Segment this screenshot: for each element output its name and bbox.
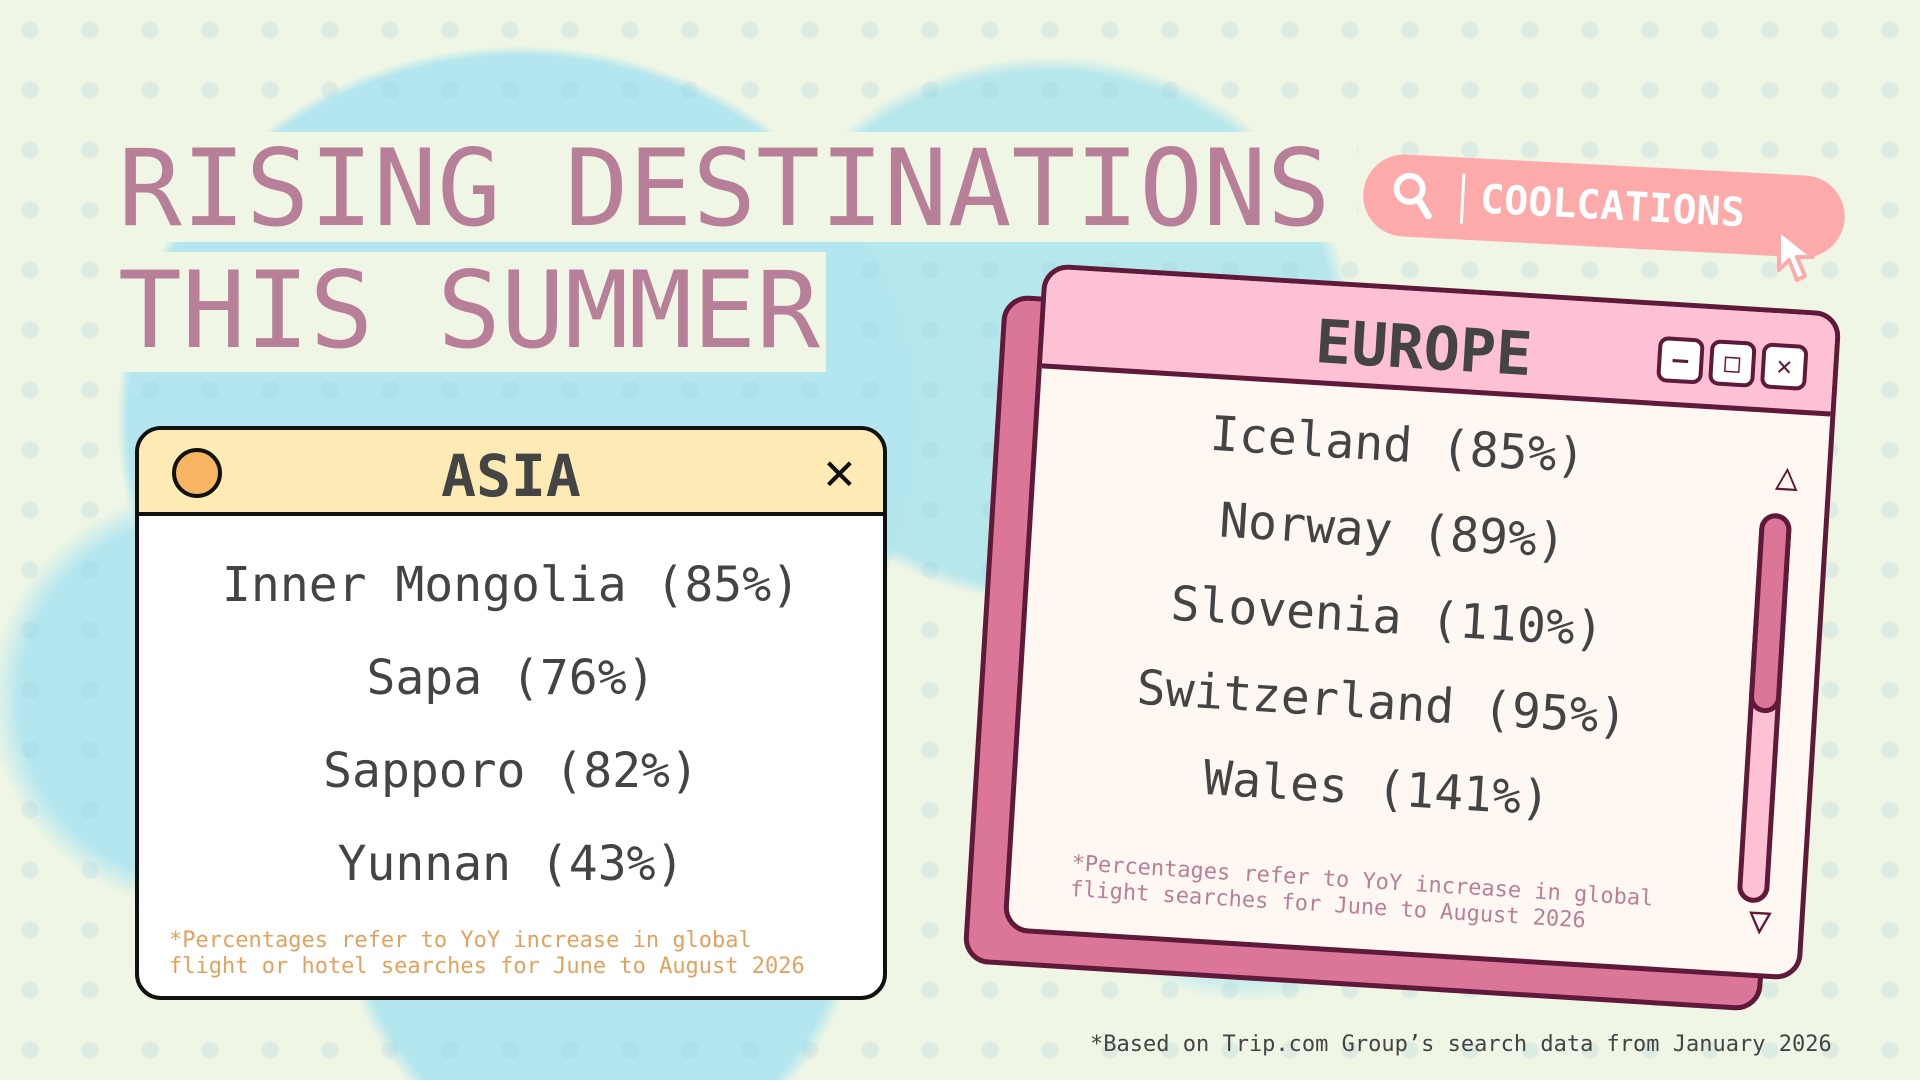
asia-window: ASIA ✕ Inner Mongolia (85%) Sapa (76%) S… [135, 426, 887, 1000]
page-title-line1: RISING DESTINATIONS [118, 127, 1331, 250]
asia-titlebar: ASIA ✕ [139, 430, 883, 516]
title-highlight [108, 252, 826, 372]
list-item: Inner Mongolia (85%) [222, 557, 800, 613]
footnote-line: flight or hotel searches for June to Aug… [169, 954, 805, 979]
europe-footnote: *Percentages refer to YoY increase in gl… [1069, 851, 1654, 938]
close-button[interactable]: ✕ [1759, 342, 1809, 392]
scrollbar-thumb[interactable] [1748, 512, 1793, 715]
list-item: Yunnan (43%) [337, 836, 685, 892]
search-pill[interactable]: COOLCATIONS [1361, 152, 1847, 260]
divider [1459, 173, 1466, 224]
cursor-icon [1777, 228, 1815, 282]
search-label: COOLCATIONS [1478, 176, 1746, 237]
close-icon[interactable]: ✕ [823, 442, 855, 502]
list-item: Sapa (76%) [366, 650, 656, 706]
europe-window: EUROPE – □ ✕ Iceland (85%) Norway (89%) … [1002, 263, 1842, 981]
source-footnote: *Based on Trip.com Group’s search data f… [1090, 1032, 1832, 1057]
scroll-down-icon[interactable]: ▽ [1747, 897, 1773, 943]
footnote-line: *Percentages refer to YoY increase in gl… [169, 928, 752, 953]
asia-title: ASIA [441, 442, 581, 510]
circle-icon [172, 448, 222, 498]
maximize-button[interactable]: □ [1708, 339, 1757, 388]
list-item: Sapporo (82%) [323, 743, 699, 799]
scroll-up-icon[interactable]: △ [1774, 453, 1800, 499]
asia-footnote: *Percentages refer to YoY increase in gl… [169, 928, 805, 980]
page-title-line2: THIS SUMMER [118, 249, 820, 372]
search-icon [1393, 172, 1432, 220]
minimize-button[interactable]: – [1656, 335, 1705, 385]
title-highlight [110, 132, 1357, 242]
